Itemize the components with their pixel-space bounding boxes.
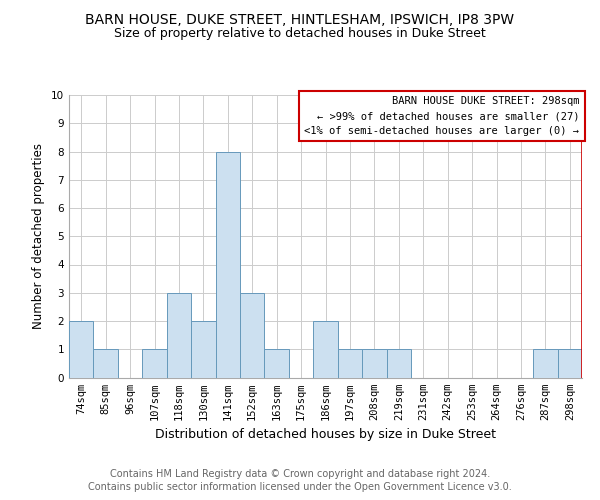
Y-axis label: Number of detached properties: Number of detached properties [32,143,46,329]
Bar [265,349,289,378]
Bar [69,321,94,378]
Bar [533,349,557,378]
Bar [240,292,265,378]
Bar [557,349,582,378]
Bar [142,349,167,378]
Bar [191,321,215,378]
Bar [362,349,386,378]
Bar [167,292,191,378]
Text: BARN HOUSE DUKE STREET: 298sqm
← >99% of detached houses are smaller (27)
<1% of: BARN HOUSE DUKE STREET: 298sqm ← >99% of… [304,96,580,136]
Text: Size of property relative to detached houses in Duke Street: Size of property relative to detached ho… [114,28,486,40]
Bar [313,321,338,378]
Bar [94,349,118,378]
Text: BARN HOUSE, DUKE STREET, HINTLESHAM, IPSWICH, IP8 3PW: BARN HOUSE, DUKE STREET, HINTLESHAM, IPS… [85,12,515,26]
Bar [338,349,362,378]
X-axis label: Distribution of detached houses by size in Duke Street: Distribution of detached houses by size … [155,428,496,441]
Bar [386,349,411,378]
Bar [215,152,240,378]
Text: Contains HM Land Registry data © Crown copyright and database right 2024.
Contai: Contains HM Land Registry data © Crown c… [88,470,512,492]
